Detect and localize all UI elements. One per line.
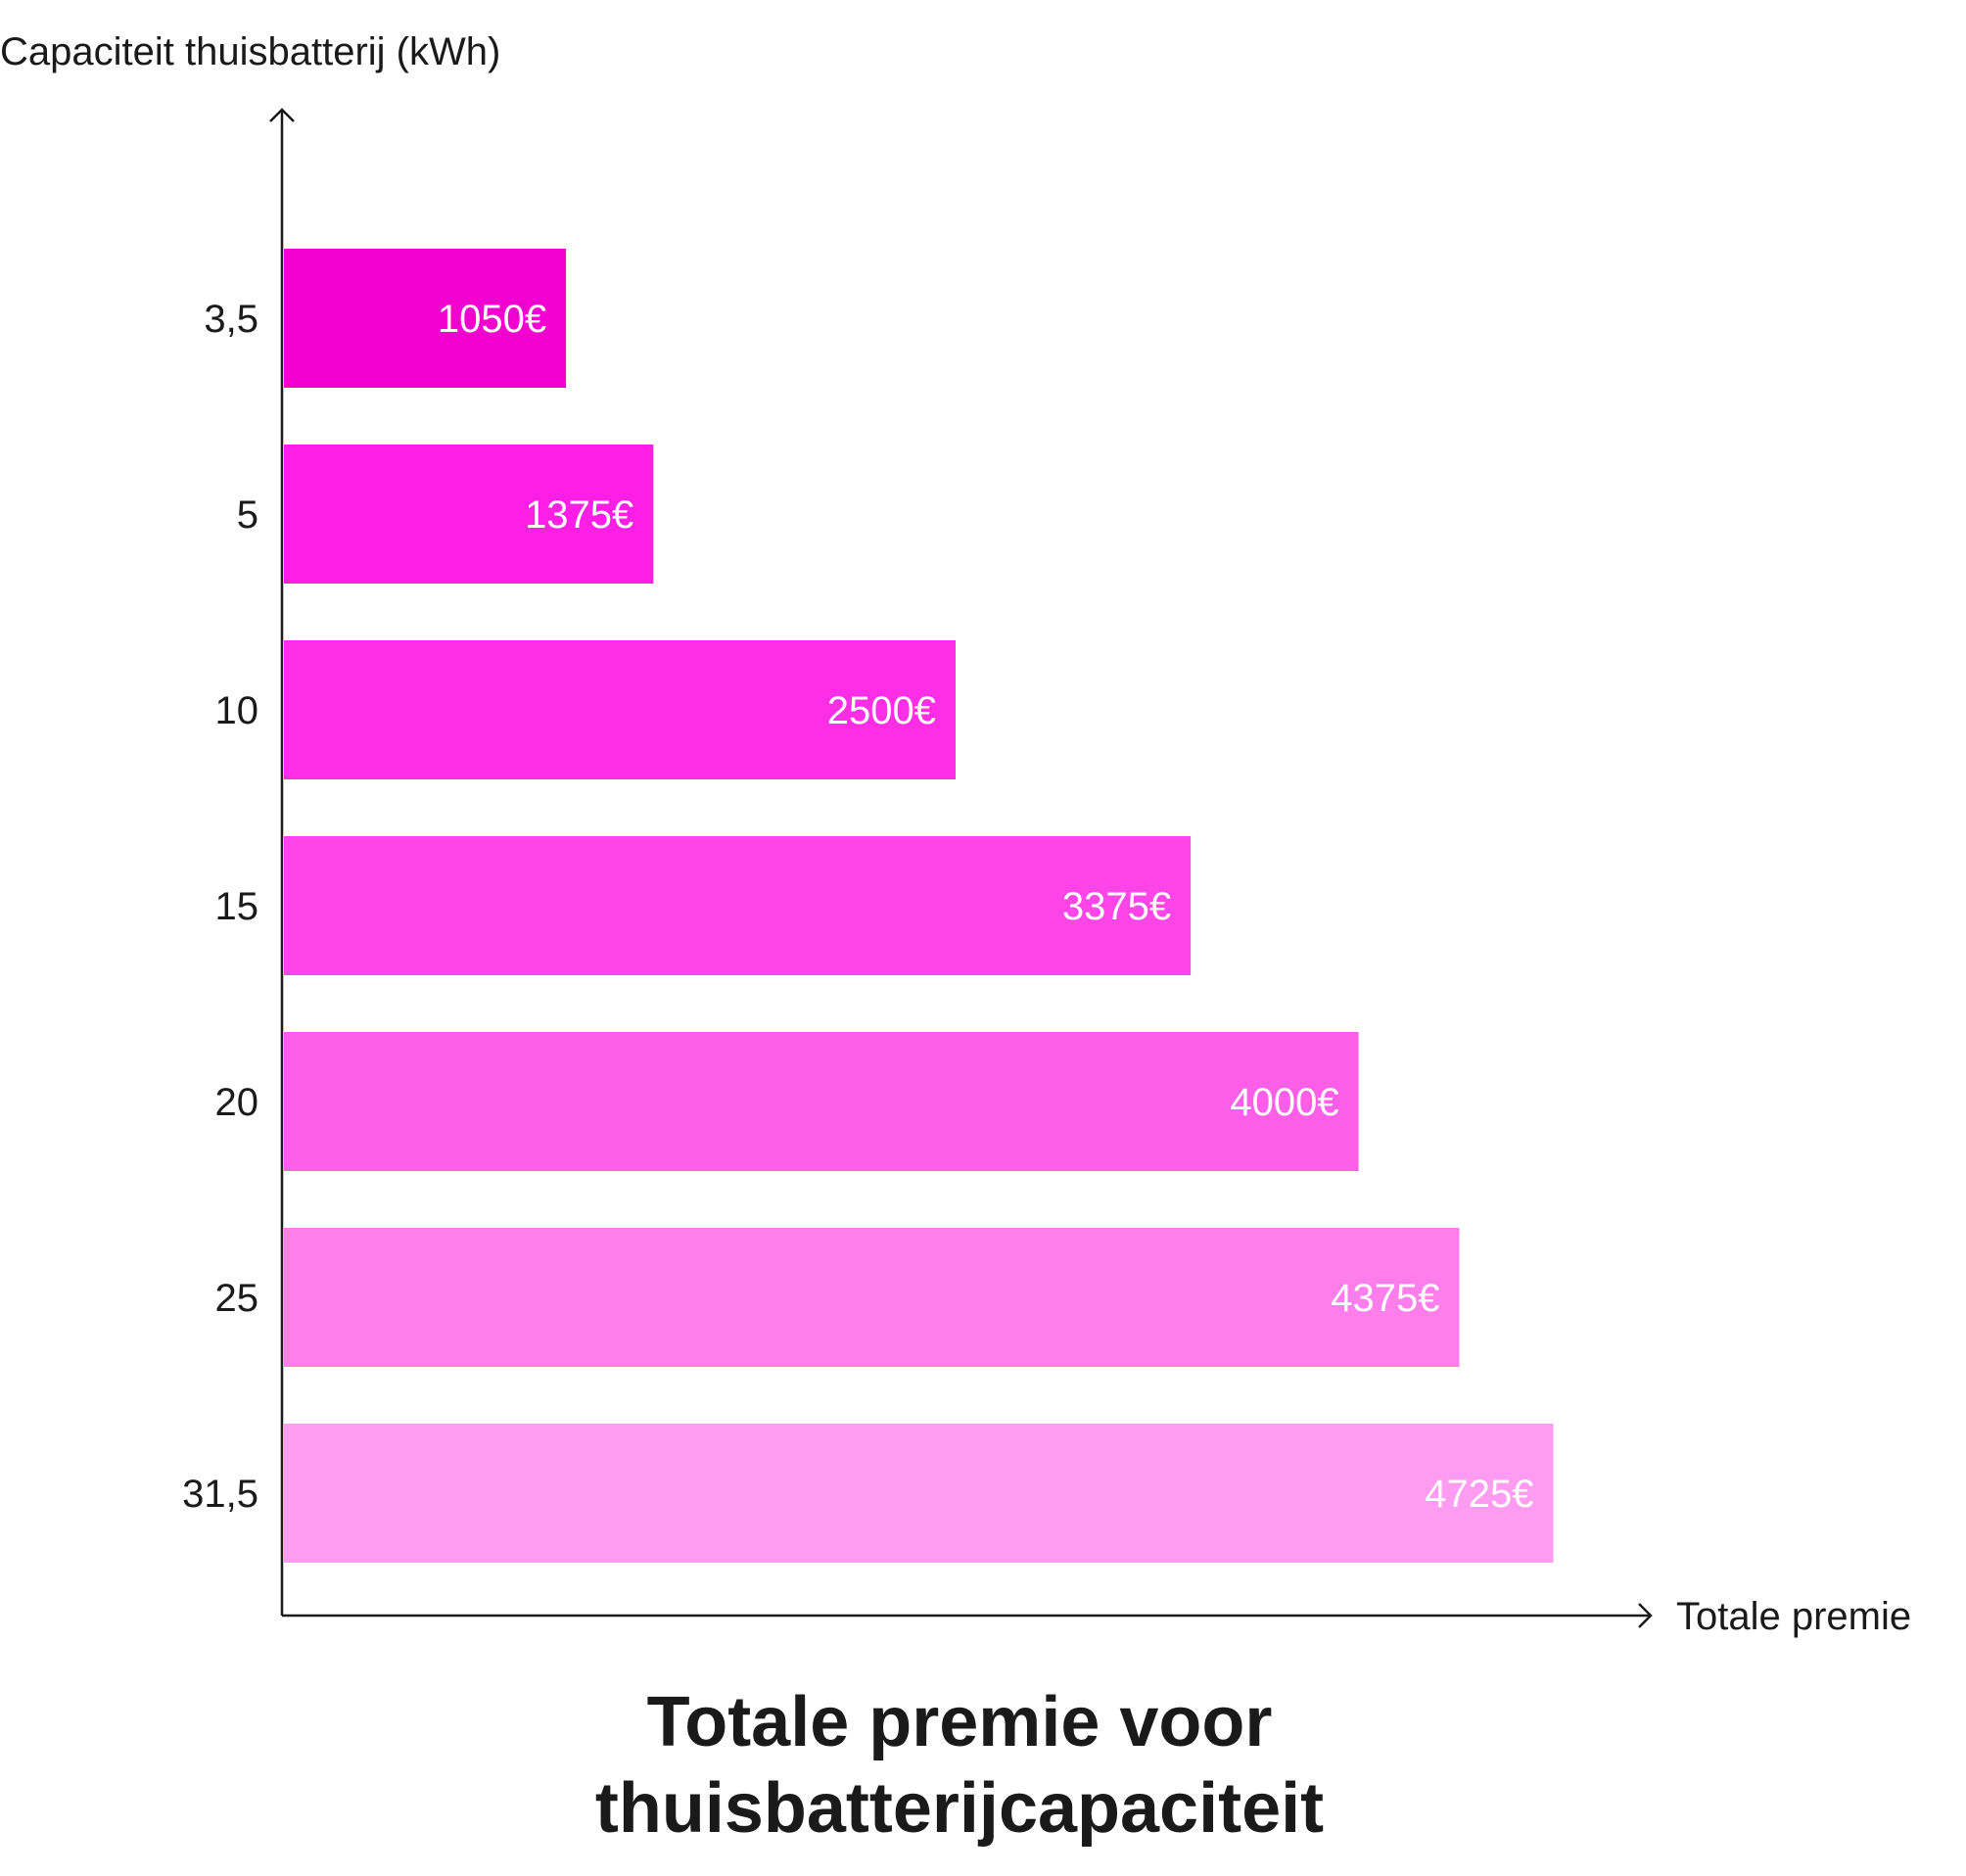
y-tick-label: 20 [215, 1081, 259, 1124]
y-tick-label: 31,5 [182, 1473, 258, 1516]
bar-0 [284, 249, 567, 388]
y-axis-label: Capaciteit thuisbatterij (kWh) [0, 30, 500, 73]
x-axis-arrowhead [1638, 1603, 1653, 1628]
bar-5 [284, 1228, 1460, 1367]
bar-3 [284, 836, 1192, 975]
y-tick-label: 15 [215, 885, 259, 928]
chart-title-line-1: Totale premie voor [646, 1683, 1273, 1761]
bar-value-label: 4375€ [1331, 1277, 1439, 1320]
chart-title: Totale premie voor thuisbatterijcapacite… [0, 1679, 1919, 1852]
bar-1 [284, 445, 654, 584]
bar-value-label: 4725€ [1425, 1473, 1533, 1516]
bar-2 [284, 640, 956, 779]
bars-group: 1050€ 3,5 1375€ 5 2500€ 10 3375€ 15 4000€ 20 4375€… [182, 249, 1554, 1563]
bar-value-label: 2500€ [827, 689, 936, 732]
bar-6 [284, 1424, 1554, 1563]
bar-value-label: 1375€ [525, 493, 633, 537]
bar-value-label: 3375€ [1062, 885, 1171, 928]
y-tick-label: 3,5 [204, 298, 258, 341]
chart-title-line-2: thuisbatterijcapaciteit [594, 1769, 1325, 1848]
bar-4 [284, 1032, 1359, 1171]
bar-value-label: 4000€ [1230, 1081, 1338, 1124]
y-tick-label: 10 [215, 689, 259, 732]
bar-value-label: 1050€ [438, 298, 546, 341]
y-tick-label: 5 [237, 493, 258, 537]
y-tick-label: 25 [215, 1277, 259, 1320]
x-axis-label: Totale premie [1676, 1595, 1911, 1638]
y-axis-arrowhead [269, 108, 295, 122]
